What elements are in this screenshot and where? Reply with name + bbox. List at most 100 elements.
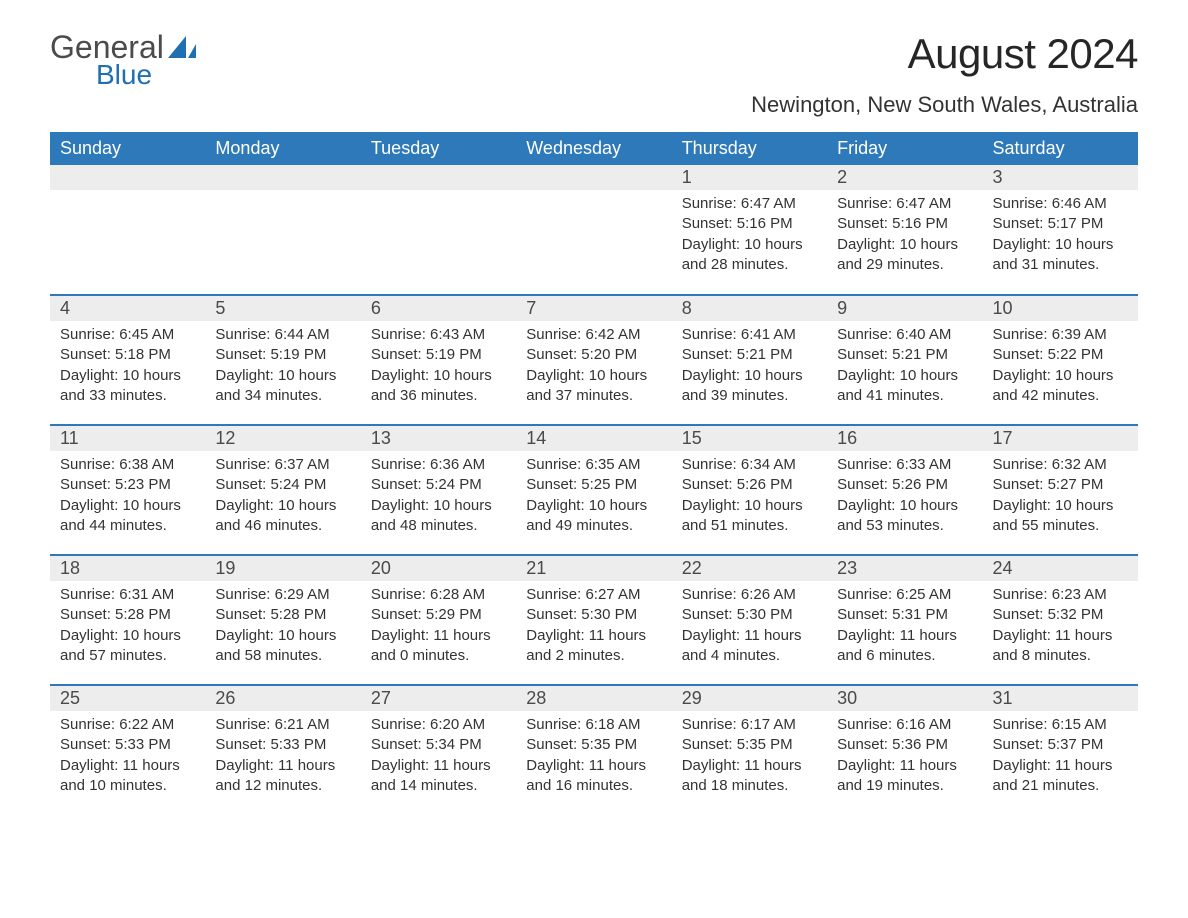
day-number: 4: [50, 296, 205, 321]
day-number: 1: [672, 165, 827, 190]
day-details: Sunrise: 6:20 AMSunset: 5:34 PMDaylight:…: [361, 711, 516, 800]
day-details: Sunrise: 6:47 AMSunset: 5:16 PMDaylight:…: [672, 190, 827, 279]
day-details: Sunrise: 6:34 AMSunset: 5:26 PMDaylight:…: [672, 451, 827, 540]
calendar-cell: 3Sunrise: 6:46 AMSunset: 5:17 PMDaylight…: [983, 165, 1138, 295]
day-number: 6: [361, 296, 516, 321]
day-number: 3: [983, 165, 1138, 190]
day-details: Sunrise: 6:43 AMSunset: 5:19 PMDaylight:…: [361, 321, 516, 410]
day-number: 21: [516, 556, 671, 581]
logo: General Blue: [50, 30, 196, 91]
calendar-cell: 11Sunrise: 6:38 AMSunset: 5:23 PMDayligh…: [50, 425, 205, 555]
day-details: Sunrise: 6:33 AMSunset: 5:26 PMDaylight:…: [827, 451, 982, 540]
calendar-cell: 12Sunrise: 6:37 AMSunset: 5:24 PMDayligh…: [205, 425, 360, 555]
day-number: 5: [205, 296, 360, 321]
empty-day-strip: [516, 165, 671, 190]
day-details: Sunrise: 6:32 AMSunset: 5:27 PMDaylight:…: [983, 451, 1138, 540]
day-number: 13: [361, 426, 516, 451]
day-number: 11: [50, 426, 205, 451]
day-number: 15: [672, 426, 827, 451]
day-number: 7: [516, 296, 671, 321]
day-details: Sunrise: 6:38 AMSunset: 5:23 PMDaylight:…: [50, 451, 205, 540]
sail-icon: [168, 36, 196, 58]
month-title: August 2024: [751, 30, 1138, 78]
calendar-cell: 31Sunrise: 6:15 AMSunset: 5:37 PMDayligh…: [983, 685, 1138, 815]
weekday-header: Sunday: [50, 132, 205, 165]
day-details: Sunrise: 6:40 AMSunset: 5:21 PMDaylight:…: [827, 321, 982, 410]
calendar-cell: 15Sunrise: 6:34 AMSunset: 5:26 PMDayligh…: [672, 425, 827, 555]
day-details: Sunrise: 6:15 AMSunset: 5:37 PMDaylight:…: [983, 711, 1138, 800]
day-number: 23: [827, 556, 982, 581]
day-number: 29: [672, 686, 827, 711]
day-details: Sunrise: 6:46 AMSunset: 5:17 PMDaylight:…: [983, 190, 1138, 279]
calendar-cell: 5Sunrise: 6:44 AMSunset: 5:19 PMDaylight…: [205, 295, 360, 425]
day-details: Sunrise: 6:35 AMSunset: 5:25 PMDaylight:…: [516, 451, 671, 540]
day-details: Sunrise: 6:37 AMSunset: 5:24 PMDaylight:…: [205, 451, 360, 540]
calendar-cell: 19Sunrise: 6:29 AMSunset: 5:28 PMDayligh…: [205, 555, 360, 685]
calendar-cell: 7Sunrise: 6:42 AMSunset: 5:20 PMDaylight…: [516, 295, 671, 425]
day-details: Sunrise: 6:26 AMSunset: 5:30 PMDaylight:…: [672, 581, 827, 670]
day-details: Sunrise: 6:21 AMSunset: 5:33 PMDaylight:…: [205, 711, 360, 800]
calendar-table: SundayMondayTuesdayWednesdayThursdayFrid…: [50, 132, 1138, 815]
calendar-header: SundayMondayTuesdayWednesdayThursdayFrid…: [50, 132, 1138, 165]
day-details: Sunrise: 6:17 AMSunset: 5:35 PMDaylight:…: [672, 711, 827, 800]
calendar-cell: 20Sunrise: 6:28 AMSunset: 5:29 PMDayligh…: [361, 555, 516, 685]
day-details: Sunrise: 6:44 AMSunset: 5:19 PMDaylight:…: [205, 321, 360, 410]
day-details: Sunrise: 6:23 AMSunset: 5:32 PMDaylight:…: [983, 581, 1138, 670]
day-number: 22: [672, 556, 827, 581]
day-details: Sunrise: 6:45 AMSunset: 5:18 PMDaylight:…: [50, 321, 205, 410]
day-number: 28: [516, 686, 671, 711]
calendar-cell: 27Sunrise: 6:20 AMSunset: 5:34 PMDayligh…: [361, 685, 516, 815]
day-details: Sunrise: 6:29 AMSunset: 5:28 PMDaylight:…: [205, 581, 360, 670]
day-details: Sunrise: 6:39 AMSunset: 5:22 PMDaylight:…: [983, 321, 1138, 410]
day-details: Sunrise: 6:47 AMSunset: 5:16 PMDaylight:…: [827, 190, 982, 279]
calendar-cell: [361, 165, 516, 295]
title-block: August 2024 Newington, New South Wales, …: [751, 30, 1138, 118]
calendar-cell: 17Sunrise: 6:32 AMSunset: 5:27 PMDayligh…: [983, 425, 1138, 555]
location: Newington, New South Wales, Australia: [751, 92, 1138, 118]
calendar-cell: 4Sunrise: 6:45 AMSunset: 5:18 PMDaylight…: [50, 295, 205, 425]
weekday-header: Thursday: [672, 132, 827, 165]
calendar-cell: 24Sunrise: 6:23 AMSunset: 5:32 PMDayligh…: [983, 555, 1138, 685]
day-number: 31: [983, 686, 1138, 711]
calendar-cell: [50, 165, 205, 295]
calendar-cell: 13Sunrise: 6:36 AMSunset: 5:24 PMDayligh…: [361, 425, 516, 555]
day-number: 24: [983, 556, 1138, 581]
day-number: 8: [672, 296, 827, 321]
empty-day-strip: [361, 165, 516, 190]
day-details: Sunrise: 6:18 AMSunset: 5:35 PMDaylight:…: [516, 711, 671, 800]
calendar-cell: 14Sunrise: 6:35 AMSunset: 5:25 PMDayligh…: [516, 425, 671, 555]
day-number: 20: [361, 556, 516, 581]
calendar-cell: 16Sunrise: 6:33 AMSunset: 5:26 PMDayligh…: [827, 425, 982, 555]
day-details: Sunrise: 6:27 AMSunset: 5:30 PMDaylight:…: [516, 581, 671, 670]
empty-day-strip: [205, 165, 360, 190]
calendar-cell: 8Sunrise: 6:41 AMSunset: 5:21 PMDaylight…: [672, 295, 827, 425]
calendar-cell: [205, 165, 360, 295]
day-number: 17: [983, 426, 1138, 451]
day-details: Sunrise: 6:31 AMSunset: 5:28 PMDaylight:…: [50, 581, 205, 670]
day-number: 10: [983, 296, 1138, 321]
weekday-header: Friday: [827, 132, 982, 165]
weekday-header: Monday: [205, 132, 360, 165]
day-details: Sunrise: 6:42 AMSunset: 5:20 PMDaylight:…: [516, 321, 671, 410]
empty-day-strip: [50, 165, 205, 190]
calendar-cell: 23Sunrise: 6:25 AMSunset: 5:31 PMDayligh…: [827, 555, 982, 685]
calendar-cell: 10Sunrise: 6:39 AMSunset: 5:22 PMDayligh…: [983, 295, 1138, 425]
day-details: Sunrise: 6:41 AMSunset: 5:21 PMDaylight:…: [672, 321, 827, 410]
calendar-cell: [516, 165, 671, 295]
calendar-cell: 29Sunrise: 6:17 AMSunset: 5:35 PMDayligh…: [672, 685, 827, 815]
day-details: Sunrise: 6:16 AMSunset: 5:36 PMDaylight:…: [827, 711, 982, 800]
day-details: Sunrise: 6:22 AMSunset: 5:33 PMDaylight:…: [50, 711, 205, 800]
calendar-cell: 18Sunrise: 6:31 AMSunset: 5:28 PMDayligh…: [50, 555, 205, 685]
day-number: 12: [205, 426, 360, 451]
calendar-cell: 30Sunrise: 6:16 AMSunset: 5:36 PMDayligh…: [827, 685, 982, 815]
day-number: 30: [827, 686, 982, 711]
day-number: 9: [827, 296, 982, 321]
calendar-cell: 1Sunrise: 6:47 AMSunset: 5:16 PMDaylight…: [672, 165, 827, 295]
day-number: 19: [205, 556, 360, 581]
calendar-cell: 21Sunrise: 6:27 AMSunset: 5:30 PMDayligh…: [516, 555, 671, 685]
logo-text-block: General Blue: [50, 30, 196, 91]
weekday-header: Wednesday: [516, 132, 671, 165]
day-number: 18: [50, 556, 205, 581]
day-number: 14: [516, 426, 671, 451]
weekday-header: Tuesday: [361, 132, 516, 165]
